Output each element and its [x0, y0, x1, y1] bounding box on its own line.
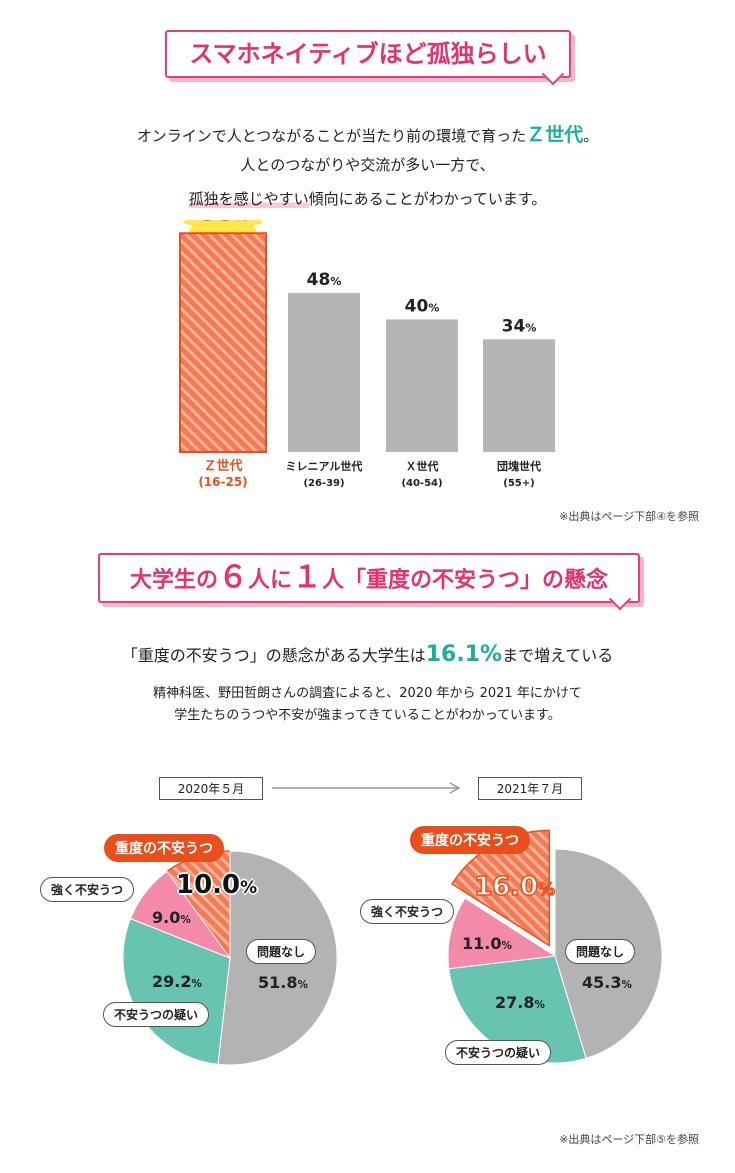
bar-category-2: Ｘ世代	[406, 459, 439, 473]
sub1-text: 精神科医、野田哲朗さんの調査によると、2020 年から 2021 年にかけて	[153, 686, 582, 701]
pie2-severe-label: 重度の不安うつ	[421, 833, 519, 849]
pie2-slice-3	[447, 897, 557, 970]
section2-sub2: 学生たちのうつや不安が強まってきていることがわかっています。	[0, 704, 735, 723]
pie1-ok-label: 問題なし	[257, 945, 306, 959]
pie1-strong-callout: 強く不安うつ	[40, 877, 135, 902]
bar-0	[179, 232, 267, 454]
arrow-icon	[272, 782, 461, 794]
bar-value-2: 40%	[405, 296, 440, 316]
bar-age-0: (16-25)	[198, 475, 247, 489]
pie1-slice-3	[129, 870, 232, 960]
bar-2	[386, 319, 458, 452]
heading2-num1: ６	[217, 560, 248, 595]
heading2-num2: １	[292, 560, 322, 595]
pie2-strong-label: 強く不安うつ	[371, 905, 444, 919]
bar-3	[483, 339, 555, 452]
sub2-text: 学生たちのうつや不安が強まってきていることがわかっています。	[174, 708, 561, 723]
date-2020: 2020年５月	[159, 777, 263, 800]
pie1-doubt-percent: 29.2%	[152, 972, 202, 991]
bar-category-0: Ｚ世代	[203, 458, 242, 474]
pie1-doubt-unit: %	[191, 978, 202, 990]
pie1-ok-unit: %	[297, 979, 308, 991]
pie1-doubt-value: 29.2	[152, 972, 192, 991]
pie1-doubt-label: 不安うつの疑い	[114, 1008, 199, 1022]
pie2-strong-value: 11.0	[462, 934, 502, 953]
pie2-ok-callout: 45.3問題なし	[565, 939, 636, 964]
pie2-strong-callout: 強く不安うつ	[360, 899, 455, 924]
pie2-ok-percent: 45.3%	[582, 973, 632, 992]
pie1-severe-value: 10.0	[176, 870, 241, 900]
pie1-doubt-callout: 不安うつの疑い	[103, 1002, 210, 1027]
pie2-severe-unit: %	[537, 878, 556, 900]
section2-lead: 「重度の不安うつ」の懸念がある大学生は16.1%まで増えている	[0, 642, 735, 667]
lonely-underline: 孤独を感じやすい	[188, 190, 309, 208]
pie1-ok-value: 51.8	[258, 973, 298, 992]
lead-post-text: まで増えている	[502, 646, 614, 665]
section2-source: ※出典はページ下部⑤を参照	[559, 1133, 699, 1146]
section1-source: ※出典はページ下部④を参照	[559, 510, 699, 523]
section1-line2: 人とのつながりや交流が多い一方で、	[0, 154, 735, 175]
pie2-ok-unit: %	[621, 979, 632, 991]
pie2-doubt-label: 不安うつの疑い	[456, 1046, 541, 1060]
lead-text: 「重度の不安うつ」の懸念がある大学生は	[121, 646, 426, 665]
line1-period: 。	[583, 127, 599, 145]
lead-percent-highlight: 16.1%	[425, 642, 503, 667]
pie1-strong-value: 9.0	[152, 908, 181, 927]
z-generation-highlight: Ｚ世代	[526, 124, 584, 146]
section2-sub1: 精神科医、野田哲朗さんの調査によると、2020 年から 2021 年にかけて	[0, 682, 735, 701]
pie2-doubt-percent: 27.8%	[495, 993, 545, 1012]
pie2-doubt-unit: %	[534, 999, 545, 1011]
pie2-ok-value: 45.3	[582, 973, 622, 992]
pie2-doubt-callout: 不安うつの疑い	[445, 1040, 552, 1065]
pie1-strong-unit: %	[180, 914, 191, 926]
bar-age-3: (55+)	[503, 478, 534, 489]
bar-category-3: 団塊世代	[497, 459, 541, 473]
date-2021-text: 2021年７月	[496, 782, 564, 796]
pie2-doubt-value: 27.8	[495, 993, 535, 1012]
pie1-strong-label: 強く不安うつ	[51, 883, 124, 897]
pie2-strong-percent: 11.0%	[462, 934, 512, 953]
pie1-severe-percent: 10.0%	[176, 870, 257, 900]
pie2-strong-unit: %	[501, 940, 512, 952]
pie1-severe-unit: %	[240, 877, 258, 897]
section1-heading-text: スマホネイティブほど孤独らしい	[189, 40, 547, 68]
section1-line1: オンラインで人とつながることが当たり前の環境で育ったＺ世代。	[0, 120, 735, 147]
pie1-severe-callout: 重度の不安うつ	[104, 834, 224, 862]
heading2-part-a: 大学生の	[129, 568, 218, 593]
bar-value-0: 66%	[197, 220, 248, 227]
section1-line3: 孤独を感じやすい傾向にあることがわかっています。	[0, 188, 735, 209]
heading2-part-c: 人「重度の不安うつ」の懸念	[322, 568, 609, 593]
pie1-ok-callout: 問題なし	[246, 939, 317, 964]
bar-value-1: 48%	[307, 270, 342, 290]
line1-text: オンラインで人とつながることが当たり前の環境で育った	[136, 127, 527, 145]
pie1-ok-percent: 51.8%	[258, 973, 308, 992]
pie2-severe-value: 16.0	[473, 871, 539, 903]
heading2-part-b: 人に	[247, 568, 292, 593]
bar-age-2: (40-54)	[401, 478, 442, 489]
section2-heading: 大学生の６人に１人「重度の不安うつ」の懸念	[98, 553, 640, 603]
line3-text: 傾向にあることがわかっています。	[308, 190, 547, 208]
bar-value-3: 34%	[502, 316, 537, 336]
bar-age-1: (26-39)	[303, 478, 344, 489]
pie2-ok-label: 問題なし	[576, 945, 625, 959]
date-2021: 2021年７月	[478, 777, 582, 800]
section1-heading: スマホネイティブほど孤独らしい	[165, 30, 571, 78]
line2-text: 人とのつながりや交流が多い一方で、	[240, 156, 495, 174]
generation-bar-chart: 66% Ｚ世代(16-25) 48% ミレニアル世代 (26-39) 40% Ｘ世代 (40-…	[179, 220, 555, 489]
bar-category-1: ミレニアル世代	[286, 459, 363, 473]
pie1-severe-label: 重度の不安うつ	[115, 841, 213, 857]
date-2020-text: 2020年５月	[177, 782, 245, 796]
pie1-strong-percent: 9.0%	[152, 908, 191, 927]
bar-1	[288, 292, 360, 452]
pie2-severe-callout: 重度の不安うつ	[410, 826, 530, 854]
pie2-severe-percent: 16.0%	[473, 871, 556, 903]
